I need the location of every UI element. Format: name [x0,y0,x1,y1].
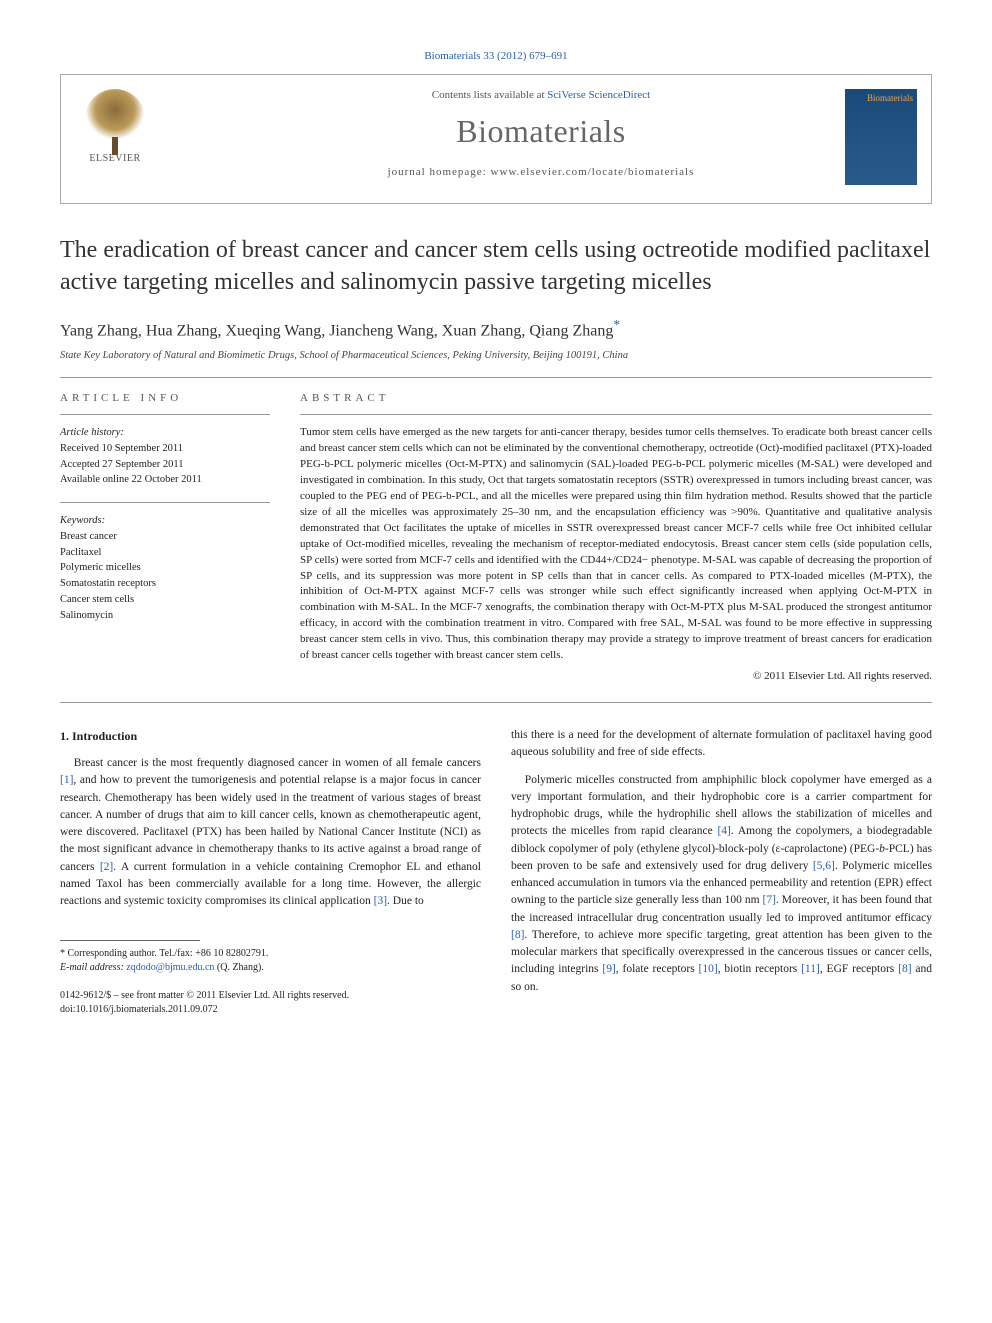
sciencedirect-link[interactable]: SciVerse ScienceDirect [547,89,650,101]
body-column-left: 1. Introduction Breast cancer is the mos… [60,727,481,1017]
abstract-column: ABSTRACT Tumor stem cells have emerged a… [300,392,932,682]
ref-link[interactable]: [3] [374,895,387,907]
authors-line: Yang Zhang, Hua Zhang, Xueqing Wang, Jia… [60,317,932,340]
ref-link[interactable]: [5,6] [813,860,835,872]
abstract-copyright: © 2011 Elsevier Ltd. All rights reserved… [300,670,932,682]
keyword-item: Cancer stem cells [60,592,270,608]
abstract-text: Tumor stem cells have emerged as the new… [300,425,932,664]
divider-bottom [60,702,932,703]
info-divider-2 [60,502,270,503]
divider-top [60,377,932,378]
body-columns: 1. Introduction Breast cancer is the mos… [60,727,932,1017]
email-suffix: (Q. Zhang). [214,962,263,973]
body-column-right: this there is a need for the development… [511,727,932,1017]
corresponding-author-mark[interactable]: * [613,317,620,332]
cover-title: Biomaterials [849,93,913,103]
ref-link[interactable]: [8] [898,963,911,975]
received-date: Received 10 September 2011 [60,441,270,457]
article-info-column: ARTICLE INFO Article history: Received 1… [60,392,270,682]
contents-text: Contents lists available at [432,89,547,101]
journal-name: Biomaterials [171,113,911,150]
keyword-item: Paclitaxel [60,545,270,561]
elsevier-logo[interactable]: ELSEVIER [75,89,155,164]
info-divider-1 [60,414,270,415]
keywords-block: Keywords: Breast cancer Paclitaxel Polym… [60,513,270,623]
info-abstract-row: ARTICLE INFO Article history: Received 1… [60,392,932,682]
ref-link[interactable]: [4] [717,825,730,837]
article-info-heading: ARTICLE INFO [60,392,270,404]
available-date: Available online 22 October 2011 [60,472,270,488]
keyword-item: Somatostatin receptors [60,576,270,592]
affiliation: State Key Laboratory of Natural and Biom… [60,350,932,361]
doi-line: doi:10.1016/j.biomaterials.2011.09.072 [60,1003,481,1017]
elsevier-tree-icon [85,89,145,149]
doi-link[interactable]: 10.1016/j.biomaterials.2011.09.072 [76,1004,218,1015]
corresponding-author-footer: * Corresponding author. Tel./fax: +86 10… [60,940,481,975]
ref-link[interactable]: [1] [60,774,73,786]
body-paragraph: Polymeric micelles constructed from amph… [511,772,932,996]
journal-homepage-line: journal homepage: www.elsevier.com/locat… [171,166,911,178]
email-line: E-mail address: zqdodo@bjmu.edu.cn (Q. Z… [60,961,481,975]
ref-link[interactable]: [8] [511,929,524,941]
contents-available-line: Contents lists available at SciVerse Sci… [171,89,911,101]
issn-line: 0142-9612/$ – see front matter © 2011 El… [60,989,481,1003]
abstract-heading: ABSTRACT [300,392,932,404]
accepted-date: Accepted 27 September 2011 [60,457,270,473]
ref-link[interactable]: [10] [699,963,718,975]
history-label: Article history: [60,425,270,441]
ref-link[interactable]: [7] [763,894,776,906]
footer-divider [60,940,200,941]
header-citation: Biomaterials 33 (2012) 679–691 [60,50,932,62]
email-link[interactable]: zqdodo@bjmu.edu.cn [126,962,214,973]
email-label: E-mail address: [60,962,126,973]
authors-names: Yang Zhang, Hua Zhang, Xueqing Wang, Jia… [60,322,613,339]
ref-link[interactable]: [11] [801,963,820,975]
ref-link[interactable]: [2] [100,861,113,873]
ref-link[interactable]: [9] [602,963,615,975]
keyword-item: Salinomycin [60,608,270,624]
keywords-label: Keywords: [60,513,270,529]
p1-text: Breast cancer is the most frequently dia… [60,757,481,907]
homepage-prefix: journal homepage: [388,166,491,178]
page-container: Biomaterials 33 (2012) 679–691 ELSEVIER … [0,0,992,1057]
homepage-url[interactable]: www.elsevier.com/locate/biomaterials [491,166,695,178]
keyword-item: Breast cancer [60,529,270,545]
issn-doi-block: 0142-9612/$ – see front matter © 2011 El… [60,989,481,1017]
body-paragraph: Breast cancer is the most frequently dia… [60,755,481,910]
article-history-block: Article history: Received 10 September 2… [60,425,270,488]
article-title: The eradication of breast cancer and can… [60,234,932,299]
corr-author-line: * Corresponding author. Tel./fax: +86 10… [60,947,481,961]
journal-cover-thumbnail[interactable]: Biomaterials [845,89,917,185]
abstract-divider [300,414,932,415]
doi-label: doi: [60,1004,76,1015]
body-paragraph: this there is a need for the development… [511,727,932,762]
keyword-item: Polymeric micelles [60,560,270,576]
section-1-heading: 1. Introduction [60,727,481,745]
journal-header-box: ELSEVIER Biomaterials Contents lists ava… [60,74,932,204]
citation-link[interactable]: Biomaterials 33 (2012) 679–691 [424,50,567,62]
